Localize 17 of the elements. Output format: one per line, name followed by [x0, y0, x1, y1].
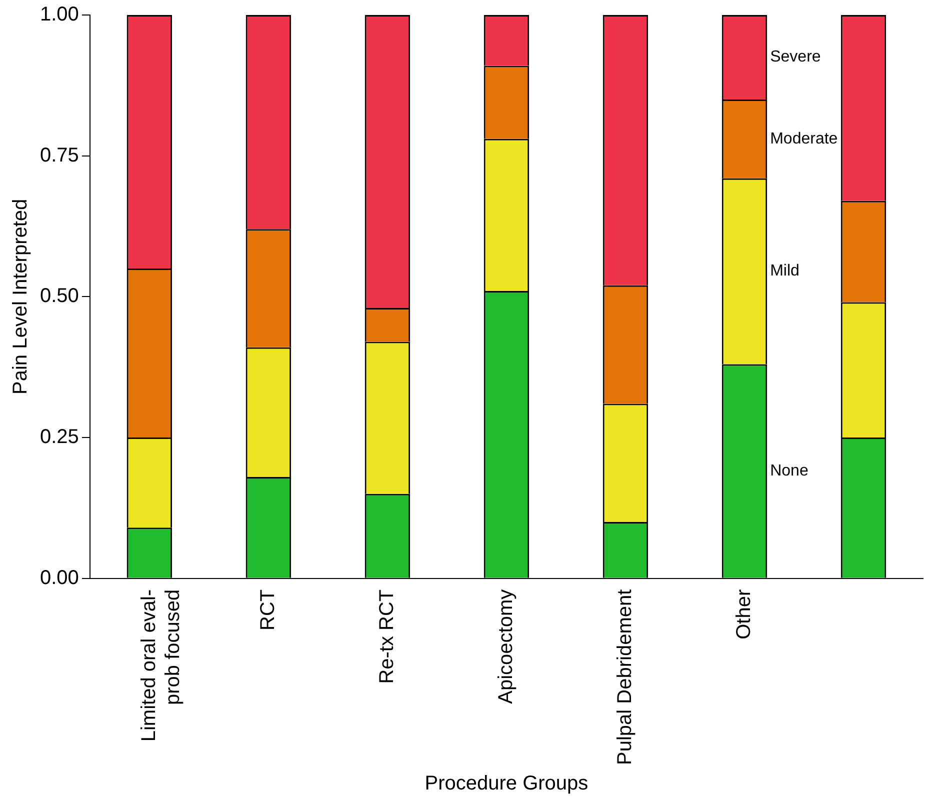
y-tick-label: 0.50: [40, 285, 79, 308]
series-label: None: [770, 462, 808, 480]
series-label: Moderate: [770, 130, 838, 148]
x-axis-title: Procedure Groups: [424, 772, 588, 795]
x-tick-label: Limited oral eval-prob focused: [138, 589, 184, 742]
y-tick-label: 1.00: [40, 4, 79, 26]
x-tick-label: Re-tx RCT: [376, 589, 398, 684]
y-axis-title: Pain Level Interpreted: [10, 198, 32, 395]
series-label: Mild: [770, 262, 800, 280]
y-tick-label: 0.75: [40, 144, 79, 166]
x-tick-label: RCT: [256, 589, 279, 630]
x-tick-label: Other: [733, 589, 755, 640]
y-tick-label: 0.00: [40, 566, 79, 589]
y-tick-label: 0.25: [40, 426, 79, 448]
series-label: Severe: [770, 48, 821, 66]
x-tick-label: Apicoectomy: [494, 589, 517, 704]
x-tick-label: Pulpal Debridement: [614, 588, 636, 765]
